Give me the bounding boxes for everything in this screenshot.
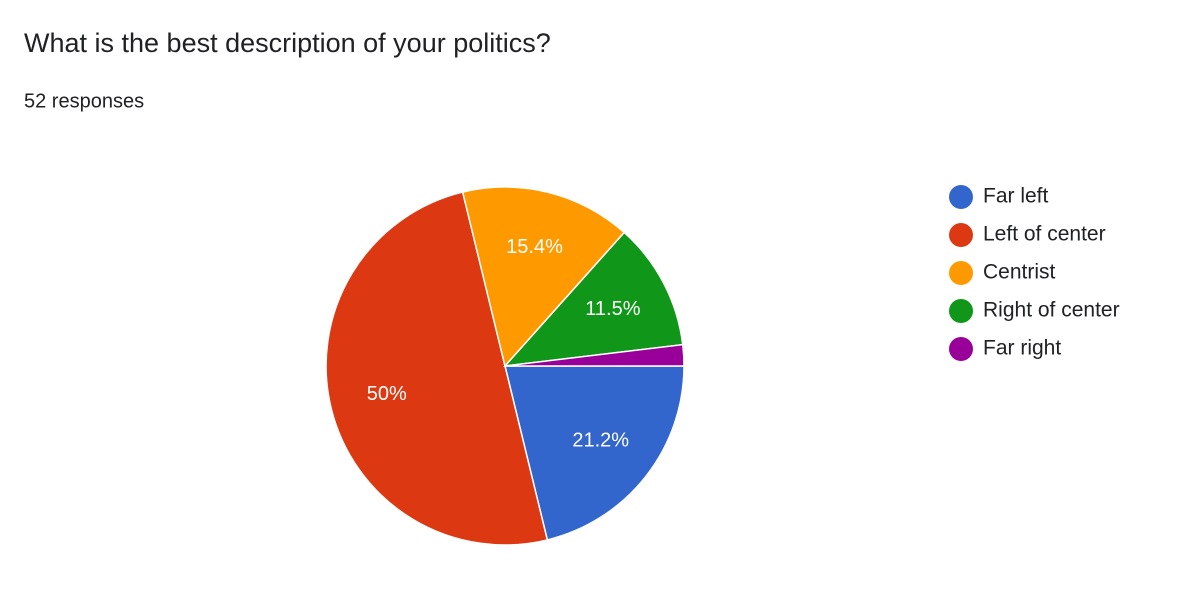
legend-label: Left of center: [983, 223, 1106, 246]
legend-swatch: [949, 261, 973, 285]
pie-slice: [461, 186, 626, 368]
data-label: 21.2%: [572, 429, 629, 451]
legend-swatch: [949, 337, 973, 361]
chart-subtitle: 52 responses: [24, 90, 144, 112]
legend-swatch: [949, 223, 973, 247]
data-label: 15.4%: [506, 236, 563, 258]
legend-label: Far right: [983, 337, 1061, 360]
data-label: 50%: [367, 383, 407, 405]
legend-label: Right of center: [983, 299, 1120, 322]
data-label: 11.5%: [585, 298, 640, 320]
pie-slice: [325, 191, 549, 546]
legend-label: Centrist: [983, 261, 1056, 284]
chart-title: What is the best description of your pol…: [24, 28, 551, 58]
pie-slice: [504, 343, 685, 367]
pie-slice: [503, 231, 684, 367]
legend-label: Far left: [983, 185, 1049, 208]
legend-swatch: [949, 185, 973, 209]
pie-slice: [504, 365, 685, 541]
legend-swatch: [949, 299, 973, 323]
